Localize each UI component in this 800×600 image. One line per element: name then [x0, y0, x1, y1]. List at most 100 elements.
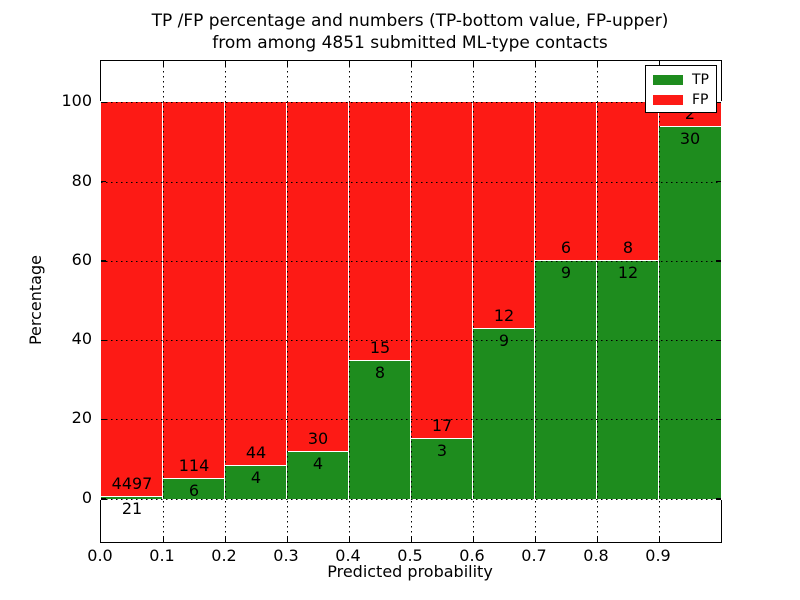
gridline-x — [411, 61, 412, 542]
tick-mark-y-left — [101, 498, 106, 500]
bar-segment-tp — [162, 477, 226, 500]
x-tick-label: 0.4 — [335, 546, 361, 565]
tick-mark-x-bottom — [658, 537, 660, 542]
x-tick-label: 0.5 — [397, 546, 423, 565]
bar-count-label-fp: 17 — [431, 416, 453, 436]
tick-mark-x-top — [286, 61, 288, 66]
y-tick-label: 60 — [71, 249, 92, 269]
x-tick-label: 0.9 — [645, 546, 671, 565]
gridline-y — [101, 260, 721, 262]
x-tick-label: 0.6 — [459, 546, 485, 565]
bar-count-label-fp: 30 — [307, 429, 329, 449]
gridline-x — [659, 61, 660, 542]
gridline-x — [287, 61, 288, 542]
tick-mark-x-top — [472, 61, 474, 66]
bar-count-label-tp: 8 — [374, 362, 386, 382]
tick-mark-y-right — [716, 339, 721, 342]
gridline-y — [101, 102, 721, 104]
bar-segment-tp — [410, 438, 474, 500]
tick-mark-y-right — [716, 101, 721, 104]
bar-segment-tp — [472, 327, 536, 500]
bar-segment-tp — [534, 259, 598, 500]
tick-mark-x-top — [534, 61, 536, 66]
legend-swatch-tp — [653, 75, 683, 85]
x-tick-label: 0.7 — [521, 546, 547, 565]
bar-segment-fp — [162, 101, 226, 480]
bar-segment-fp — [472, 101, 536, 330]
bar-segment-fp — [224, 101, 288, 467]
tick-mark-y-left — [101, 260, 106, 262]
legend-label-tp: TP — [692, 72, 709, 88]
bar-segment-fp — [596, 101, 660, 262]
bar-count-label-fp: 44 — [245, 442, 267, 462]
bar-segment-tp — [224, 464, 288, 500]
bar-count-label-tp: 21 — [121, 498, 143, 518]
y-tick-label: 40 — [71, 329, 92, 349]
tick-mark-y-left — [101, 181, 106, 183]
bar-segment-fp — [286, 101, 350, 454]
legend-label-fp: FP — [692, 92, 709, 108]
tick-mark-x-bottom — [224, 537, 226, 542]
bar-count-label-tp: 3 — [436, 441, 448, 461]
tick-mark-y-left — [101, 339, 106, 342]
x-tick-label: 0.8 — [583, 546, 609, 565]
plot-area: 4497 21 114 6 44 4 30 4 15 8 17 3 12 9 6 9 8 12 2 30 — [100, 60, 722, 543]
y-axis-label: Percentage — [26, 255, 45, 346]
bar-count-label-fp: 114 — [178, 455, 210, 475]
tick-mark-x-top — [348, 61, 350, 66]
bar-segment-tp — [596, 259, 660, 500]
y-tick-label: 0 — [81, 487, 92, 507]
bar-segment-tp — [658, 126, 722, 500]
tick-mark-y-right — [716, 418, 721, 421]
x-tick-label: 0.0 — [87, 546, 113, 565]
tick-mark-x-bottom — [286, 537, 288, 542]
bar-count-label-fp: 15 — [369, 337, 391, 357]
tick-mark-x-top — [596, 61, 598, 66]
bar-count-label-tp: 6 — [188, 480, 200, 500]
bar-count-label-tp: 12 — [617, 262, 639, 282]
tick-mark-x-top — [162, 61, 164, 66]
bar-segment-fp — [410, 101, 474, 441]
tick-mark-x-top — [224, 61, 226, 66]
bar-segment-tp — [348, 359, 412, 500]
bar-count-label-fp: 12 — [493, 305, 515, 325]
tick-mark-x-bottom — [348, 537, 350, 542]
tick-mark-y-right — [716, 260, 721, 262]
tick-mark-y-right — [716, 181, 721, 183]
gridline-y — [101, 181, 721, 183]
legend-entry-tp: TP — [646, 70, 716, 90]
chart-title-line1: TP /FP percentage and numbers (TP-bottom… — [151, 11, 669, 31]
bar-segment-fp — [534, 101, 598, 262]
x-axis-label: Predicted probability — [327, 562, 493, 581]
bar-segment-fp — [100, 101, 164, 498]
gridline-x — [535, 61, 536, 542]
bar-count-label-fp: 2 — [684, 104, 696, 124]
bar-count-label-fp: 4497 — [111, 473, 153, 493]
tick-mark-x-bottom — [596, 537, 598, 542]
bar-segment-tp — [286, 451, 350, 500]
bar-count-label-tp: 4 — [250, 467, 262, 487]
legend-swatch-fp — [653, 95, 683, 105]
gridline-y — [101, 498, 721, 500]
bar-count-label-tp: 9 — [498, 330, 510, 350]
x-tick-label: 0.1 — [149, 546, 175, 565]
tick-mark-x-bottom — [162, 537, 164, 542]
gridline-x — [163, 61, 164, 542]
bar-count-label-fp: 8 — [622, 237, 634, 257]
gridline-x — [225, 61, 226, 542]
gridline-y — [101, 340, 721, 342]
y-tick-label: 20 — [71, 408, 92, 428]
y-tick-label: 80 — [71, 170, 92, 190]
bar-count-label-tp: 30 — [679, 129, 701, 149]
chart-title-line2: from among 4851 submitted ML-type contac… — [212, 33, 608, 53]
gridline-x — [597, 61, 598, 542]
y-tick-label: 100 — [61, 91, 92, 111]
x-tick-label: 0.2 — [211, 546, 237, 565]
bar-segment-tp — [100, 496, 164, 500]
tick-mark-y-right — [716, 498, 721, 500]
chart-title: TP /FP percentage and numbers (TP-bottom… — [100, 10, 720, 54]
gridline-x — [349, 61, 350, 542]
x-tick-label: 0.3 — [273, 546, 299, 565]
tick-mark-x-top — [410, 61, 412, 66]
